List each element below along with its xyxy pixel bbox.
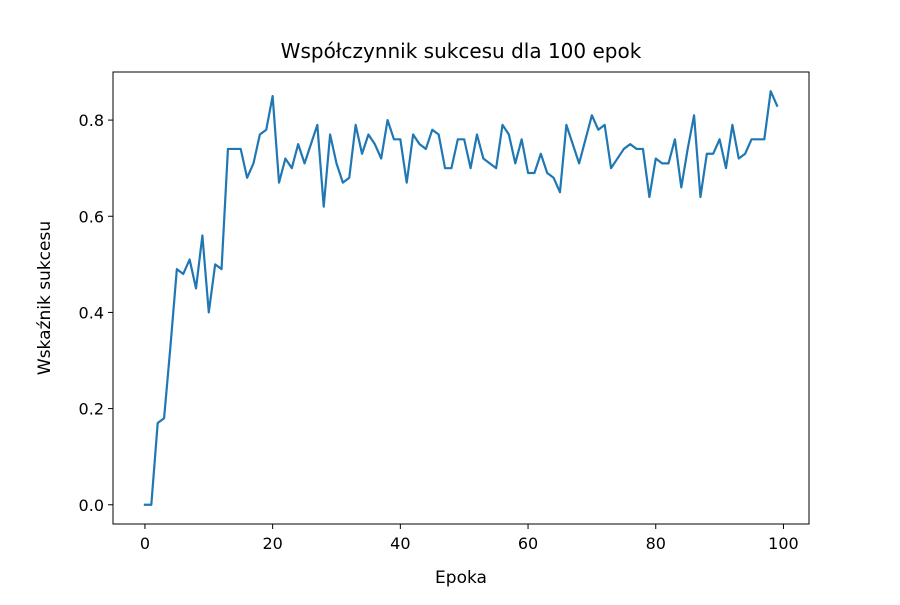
x-tick-label: 20	[262, 534, 282, 553]
y-tick-label: 0.0	[79, 496, 104, 515]
y-axis: 0.0 0.2 0.4 0.6 0.8	[79, 111, 113, 515]
x-axis: 0 20 40 60 80 100	[140, 524, 799, 553]
x-tick-label: 100	[768, 534, 799, 553]
x-axis-label: Epoka	[435, 568, 487, 588]
y-tick-label: 0.6	[79, 207, 104, 226]
y-tick-label: 0.4	[79, 303, 104, 322]
y-tick-label: 0.2	[79, 400, 104, 419]
plot-frame	[112, 71, 810, 525]
y-axis-label: Wskaźnik sukcesu	[35, 221, 55, 375]
chart-title: Współczynnik sukcesu dla 100 epok	[281, 39, 642, 63]
x-tick-label: 0	[140, 534, 150, 553]
x-tick-label: 60	[518, 534, 538, 553]
plot-area	[143, 90, 779, 506]
x-tick-label: 80	[646, 534, 666, 553]
y-tick-label: 0.8	[79, 111, 104, 130]
x-tick-label: 40	[390, 534, 410, 553]
series-line-1	[143, 90, 779, 506]
